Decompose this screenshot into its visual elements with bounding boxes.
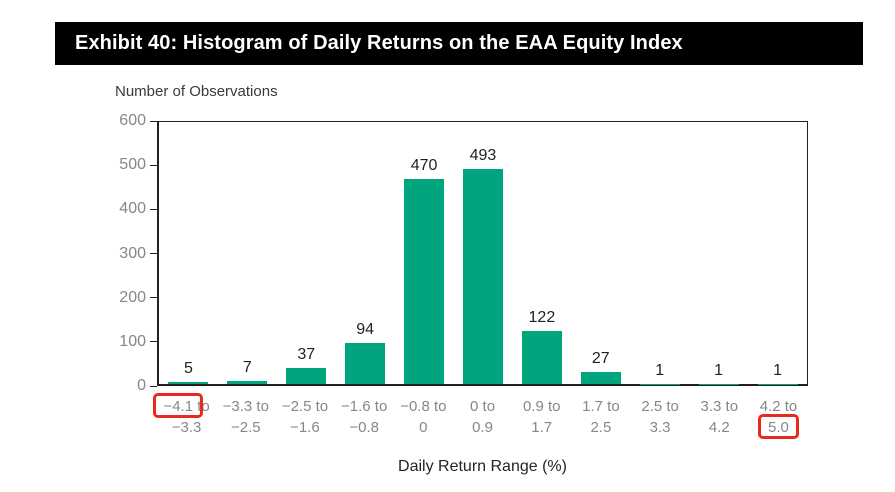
category-label-line2: −2.5 <box>230 419 261 436</box>
highlight-box: 5.0 <box>758 414 799 439</box>
y-tick-mark <box>150 208 157 210</box>
y-tick-mark <box>150 120 157 122</box>
exhibit-title-bar: Exhibit 40: Histogram of Daily Returns o… <box>55 22 863 65</box>
bar-cell: 493 <box>454 122 513 384</box>
bar-cell: 27 <box>571 122 630 384</box>
y-tick-mark <box>150 385 157 387</box>
category-label-line2: 2.5 <box>590 419 612 436</box>
y-axis-tick-marks <box>150 120 157 387</box>
x-axis-category-labels: −4.1 to −3.3 −3.3 to −2.5 −2.5 to −1.6 −1.6 to… <box>153 393 808 439</box>
category-label: −4.1 to −3.3 <box>153 393 216 438</box>
category-label: −3.3 to −2.5 <box>216 396 275 438</box>
bar-value-label: 27 <box>591 350 610 368</box>
bars-row: 5 7 37 94 470 493 122 27 1 1 1 <box>159 122 807 384</box>
category-label-line1: 0 to <box>470 398 496 415</box>
category-label-line2: 3.3 <box>649 419 671 436</box>
category-label: −1.6 to −0.8 <box>335 396 394 438</box>
y-tick-mark <box>150 341 157 343</box>
category-label: 1.7 to 2.5 <box>571 396 630 438</box>
category-label-line2: 1.7 <box>531 419 553 436</box>
category-label-line2: 4.2 <box>708 419 730 436</box>
y-tick-label: 500 <box>119 156 146 174</box>
category-label: −2.5 to −1.6 <box>275 396 334 438</box>
bar-value-label: 1 <box>655 361 665 379</box>
y-tick-label: 0 <box>137 377 146 394</box>
category-label-line1: 0.9 to <box>522 398 561 415</box>
y-tick-label: 200 <box>119 288 146 306</box>
bar <box>404 178 445 384</box>
bar-value-label: 37 <box>297 345 316 363</box>
bar-cell: 470 <box>395 122 454 384</box>
bar <box>462 168 503 384</box>
bar-value-label: 493 <box>469 146 497 164</box>
category-label: 4.2 to 5.0 <box>749 396 808 439</box>
bar <box>521 330 562 384</box>
category-label-line2: −3.3 <box>171 419 202 436</box>
category-label: 2.5 to 3.3 <box>631 396 690 438</box>
exhibit-title: Exhibit 40: Histogram of Daily Returns o… <box>75 32 683 54</box>
bar-cell: 1 <box>689 122 748 384</box>
plot-area: 5 7 37 94 470 493 122 27 1 1 1 <box>157 121 808 386</box>
category-label: 3.3 to 4.2 <box>690 396 749 438</box>
x-axis-title: Daily Return Range (%) <box>398 458 567 475</box>
category-label: 0 to 0.9 <box>453 396 512 438</box>
category-label-line2: −1.6 <box>290 419 320 436</box>
bar <box>345 342 386 384</box>
bar-value-label: 470 <box>410 156 438 174</box>
bar-cell: 1 <box>630 122 689 384</box>
bar-value-label: 5 <box>184 359 193 377</box>
y-tick-label: 300 <box>119 244 146 262</box>
bar-cell: 37 <box>277 122 336 384</box>
y-tick-label: 600 <box>119 112 146 129</box>
category-label-line1: 1.7 to <box>582 398 620 415</box>
category-label-line1: 3.3 to <box>700 398 739 415</box>
bar-cell: 1 <box>748 122 807 384</box>
category-label-line1: −2.5 to <box>281 398 329 415</box>
bar-value-label: 7 <box>242 358 252 376</box>
category-label-line1: −1.6 to <box>341 398 388 415</box>
bar-value-label: 1 <box>714 361 724 379</box>
bar-value-label: 1 <box>773 361 782 379</box>
highlight-box: −4.1 <box>153 393 203 418</box>
bar-value-label: 94 <box>356 320 375 338</box>
y-axis-title: Number of Observations <box>115 83 278 100</box>
category-label-line2: 0 <box>419 419 428 436</box>
bar-cell: 5 <box>159 122 218 384</box>
bar <box>286 367 327 384</box>
y-tick-mark <box>150 297 157 299</box>
category-label-line1: −0.8 to <box>400 398 447 415</box>
bar <box>168 381 209 384</box>
y-tick-mark <box>150 253 157 254</box>
category-label-line1: 4.2 to <box>759 398 798 415</box>
category-label-line2: 0.9 <box>472 419 493 436</box>
category-label: 0.9 to 1.7 <box>512 396 571 438</box>
category-label-line1: 2.5 to <box>641 398 679 415</box>
y-tick-mark <box>150 164 157 166</box>
bar-cell: 7 <box>218 122 277 384</box>
category-label-line1: −3.3 to <box>222 398 269 415</box>
bar <box>580 372 621 384</box>
bar-cell: 122 <box>512 122 571 384</box>
y-tick-label: 100 <box>119 332 146 350</box>
category-label-line2: −0.8 <box>349 419 379 436</box>
y-axis-tick-labels: 600 500 400 300 200 100 0 <box>88 112 146 394</box>
category-label-line1: −4.1 to <box>153 393 210 418</box>
category-label: −0.8 to 0 <box>394 396 453 438</box>
bar-value-label: 122 <box>528 308 556 326</box>
bar <box>227 380 268 384</box>
category-label-line2: 5.0 <box>749 414 808 439</box>
bar-cell: 94 <box>336 122 395 384</box>
y-tick-label: 400 <box>119 200 146 218</box>
